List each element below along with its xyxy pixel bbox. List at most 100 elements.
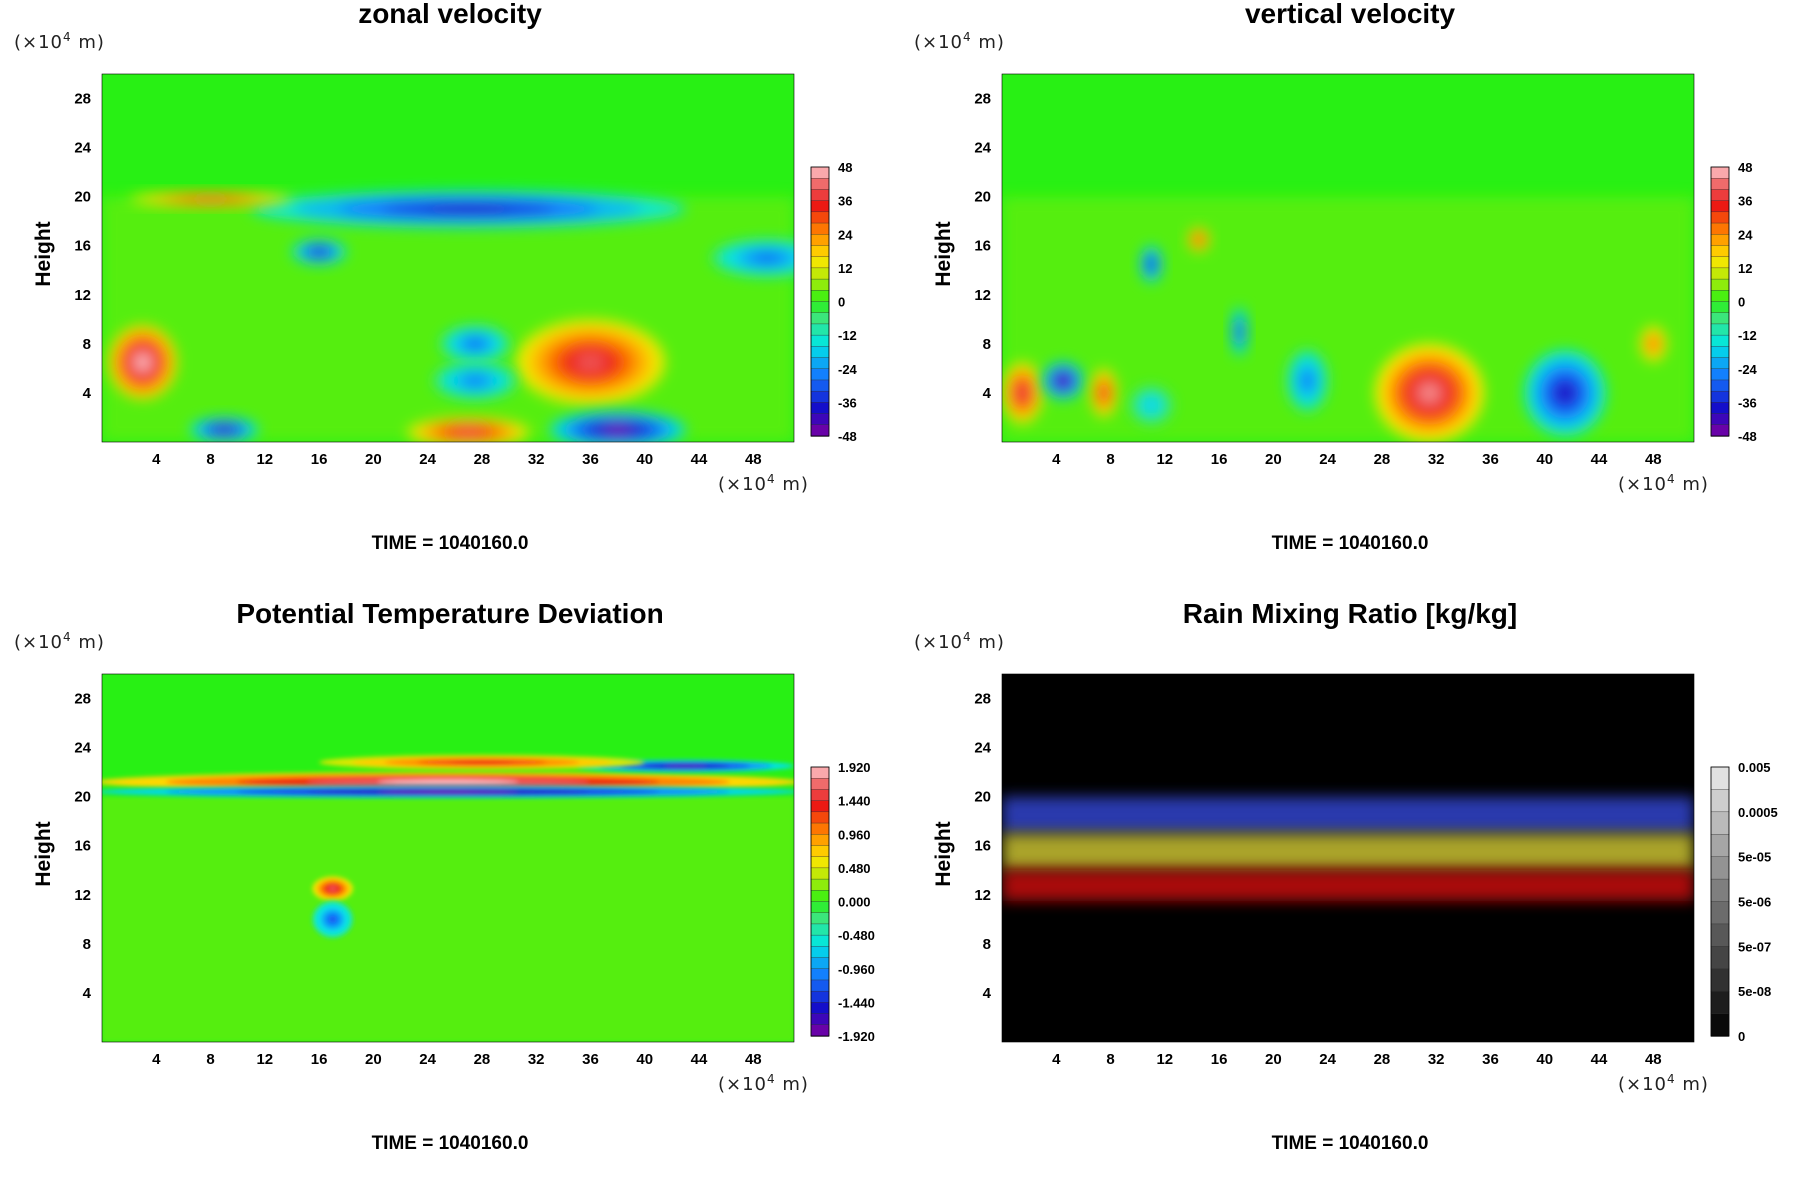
- y-axis-unit: (×104 m): [914, 30, 1005, 53]
- field-feature: [515, 319, 666, 406]
- y-tick-label: 4: [983, 985, 992, 1002]
- colorbar-label: 5e-06: [1738, 895, 1771, 910]
- colorbar-cell: [1710, 267, 1730, 280]
- x-tick-label: 32: [1428, 451, 1445, 468]
- heatmap-plot: 4 8 12 16 20 24 28 32 36 40 44 48481216202428Height…: [932, 673, 1778, 1068]
- y-axis-unit: (×104 m): [914, 630, 1005, 653]
- x-tick-label: 32: [1428, 1051, 1445, 1068]
- y-tick-label: 24: [974, 140, 991, 157]
- x-tick-label: 16: [311, 1051, 328, 1068]
- y-tick-label: 24: [974, 740, 991, 757]
- colorbar-cell: [810, 234, 830, 247]
- colorbar-cell: [1710, 334, 1730, 348]
- x-tick-label: 8: [206, 451, 214, 468]
- colorbar-label: 0.960: [838, 827, 871, 842]
- y-tick-label: 12: [74, 287, 91, 304]
- colorbar-cell: [1710, 923, 1730, 948]
- colorbar-label: 0: [1738, 295, 1745, 310]
- x-tick-label: 4: [1052, 1051, 1061, 1068]
- field-feature: [291, 239, 347, 265]
- colorbar-cell: [810, 923, 830, 936]
- colorbar-label: -36: [838, 395, 857, 410]
- colorbar-label: -24: [838, 362, 858, 377]
- x-tick-label: 44: [691, 451, 708, 468]
- time-label: TIME = 1040160.0: [1271, 533, 1429, 554]
- colorbar-cell: [810, 1002, 830, 1015]
- colorbar-cell: [1710, 424, 1730, 437]
- colorbar-cell: [810, 334, 830, 348]
- colorbar-label: 0.480: [838, 861, 871, 876]
- colorbar-cell: [810, 189, 830, 202]
- x-tick-label: 16: [311, 451, 328, 468]
- y-tick-label: 4: [83, 985, 92, 1002]
- y-tick-label: 8: [983, 936, 991, 953]
- x-tick-label: 40: [1536, 1051, 1553, 1068]
- chart-title: zonal velocity: [358, 0, 542, 29]
- heatmap-plot: 4 8 12 16 20 24 28 32 36 40 44 48481216202428Height…: [932, 73, 1758, 468]
- y-tick-label: 20: [974, 189, 991, 206]
- x-tick-label: 20: [365, 1051, 382, 1068]
- x-tick-label: 20: [365, 451, 382, 468]
- field-feature: [251, 190, 686, 228]
- colorbar-label: 5e-07: [1738, 939, 1771, 954]
- field-feature: [312, 900, 354, 938]
- colorbar-cell: [1710, 222, 1730, 235]
- colorbar-label: 0.005: [1738, 760, 1771, 775]
- colorbar-cell: [810, 424, 830, 437]
- colorbar-label: 36: [1738, 194, 1752, 209]
- colorbar-cell: [810, 245, 830, 258]
- colorbar-cell: [1710, 946, 1730, 970]
- colorbar-cell: [1710, 1013, 1730, 1037]
- colorbar-cell: [1710, 234, 1730, 247]
- x-tick-label: 36: [1482, 1051, 1499, 1068]
- field-feature: [1042, 362, 1084, 400]
- x-tick-label: 36: [582, 1051, 599, 1068]
- y-tick-label: 8: [983, 336, 991, 353]
- chart-title: Potential Temperature Deviation: [236, 598, 664, 629]
- x-tick-label: 12: [256, 451, 273, 468]
- y-tick-label: 20: [74, 789, 91, 806]
- chart-title: Rain Mixing Ratio [kg/kg]: [1182, 598, 1518, 629]
- colorbar-cell: [1710, 256, 1730, 269]
- x-tick-label: 24: [1319, 451, 1336, 468]
- heatmap-plot: 4 8 12 16 20 24 28 32 36 40 44 48481216202428Height…: [32, 73, 858, 468]
- y-tick-label: 12: [974, 287, 991, 304]
- colorbar-cell: [1710, 390, 1730, 404]
- colorbar-cell: [810, 856, 830, 869]
- y-axis-unit: (×104 m): [14, 630, 105, 653]
- colorbar-cell: [810, 222, 830, 235]
- field-feature: [441, 325, 510, 363]
- x-tick-label: 36: [582, 451, 599, 468]
- colorbar-cell: [1710, 834, 1730, 858]
- colorbar-cell: [810, 323, 830, 336]
- y-tick-label: 28: [974, 691, 991, 708]
- chart-title: vertical velocity: [1244, 0, 1456, 29]
- x-tick-label: 8: [1106, 451, 1114, 468]
- x-tick-label: 36: [1482, 451, 1499, 468]
- colorbar-cell: [1710, 323, 1730, 336]
- x-tick-label: 12: [1156, 451, 1173, 468]
- rain-layer-yellow: [1002, 833, 1694, 871]
- colorbar-cell: [1710, 189, 1730, 202]
- colorbar-label: 48: [838, 160, 852, 175]
- x-tick-label: 24: [1319, 1051, 1336, 1068]
- x-tick-label: 12: [256, 1051, 273, 1068]
- colorbar-cell: [810, 390, 830, 404]
- colorbar-label: -0.960: [838, 962, 875, 977]
- field-feature: [1002, 362, 1043, 424]
- colorbar-cell: [1710, 346, 1730, 359]
- colorbar-label: 0: [838, 295, 845, 310]
- colorbar-cell: [1710, 379, 1730, 392]
- colorbar-cell: [1710, 211, 1730, 224]
- panel-zonal-velocity: zonal velocity (×104 m) (×104 m) TIME = 104…: [0, 0, 900, 600]
- colorbar-label: 24: [1738, 227, 1753, 242]
- field-feature: [712, 239, 794, 277]
- colorbar-cell: [810, 1013, 830, 1026]
- colorbar-cell: [810, 934, 830, 948]
- colorbar-cell: [810, 379, 830, 392]
- colorbar-cell: [810, 789, 830, 802]
- colorbar-label: 0.0005: [1738, 805, 1778, 820]
- colorbar-cell: [810, 811, 830, 824]
- x-tick-label: 24: [419, 451, 436, 468]
- field-feature: [319, 754, 645, 770]
